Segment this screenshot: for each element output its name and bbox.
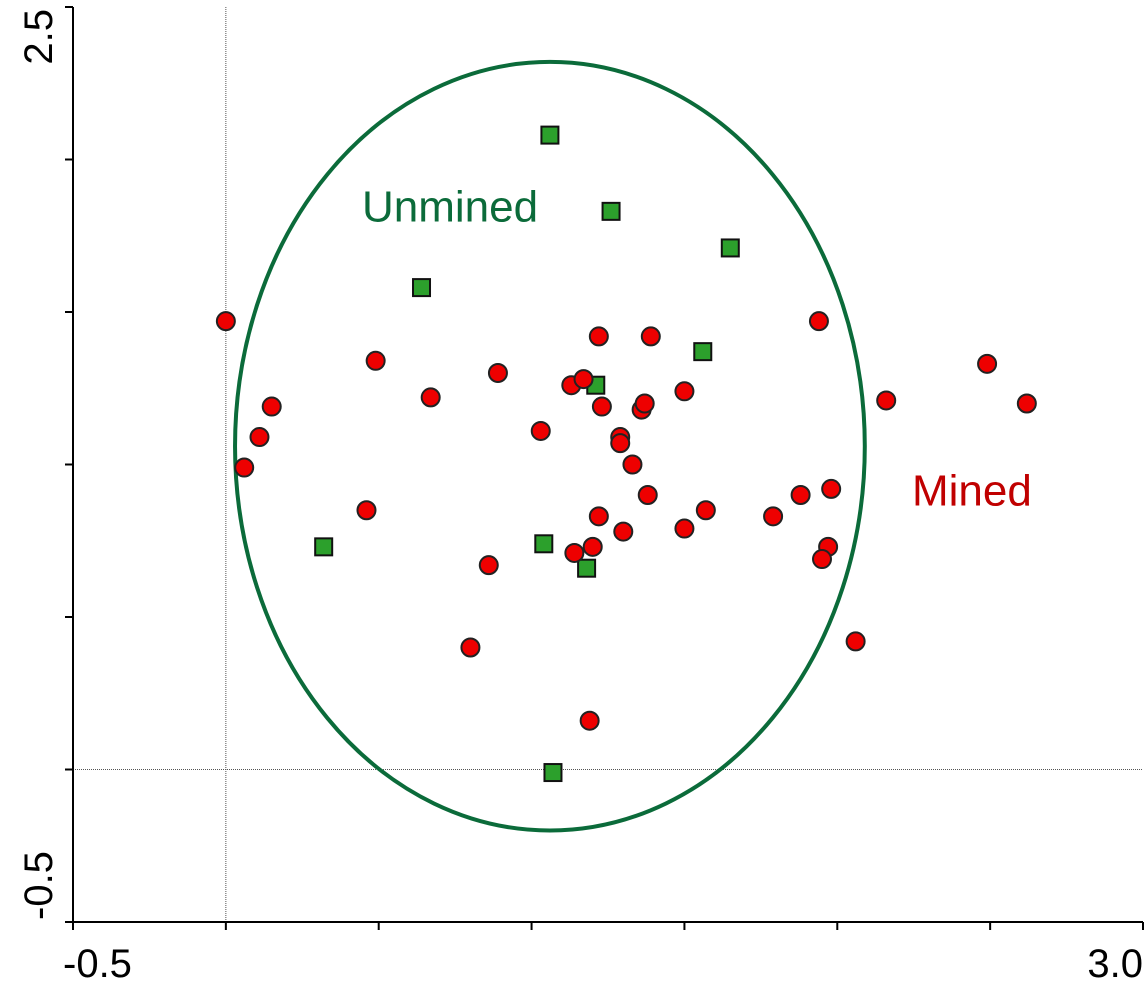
square-point [693,342,713,362]
circle-point [613,521,634,542]
circle-point [674,381,695,402]
circle-point [564,542,585,563]
circle-point [637,485,658,505]
y-tick-label: -0.5 [17,851,61,920]
circle-point [763,506,784,527]
circle-point [249,427,270,448]
circle-point [695,500,716,521]
square-point [540,125,560,145]
circle-point [812,549,832,570]
circle-point [622,454,643,475]
circle-point [790,485,811,505]
x-tick-label: 3.0 [1087,942,1143,985]
circle-point [591,396,612,417]
circle-point [610,433,631,454]
circle-point [460,637,481,658]
square-point [543,763,563,783]
circle-point [530,420,551,441]
circle-point [876,390,897,411]
circle-point [588,506,609,527]
ellipse [233,59,867,833]
circle-point [579,710,600,731]
group-label: Unmined [362,183,538,232]
circle-point [478,555,499,576]
square-point [314,537,334,557]
circle-point [573,369,594,390]
y-tick-label: 2.5 [17,9,61,65]
circle-point [356,500,377,521]
square-point [601,201,621,221]
square-point [577,558,597,578]
circle-point [977,353,998,374]
circle-point [215,311,236,332]
circle-point [845,631,866,652]
circle-point [420,387,441,408]
circle-point [640,326,661,347]
group-label: Mined [912,467,1032,516]
circle-point [261,396,282,417]
circle-point [821,478,842,499]
circle-point [487,363,508,383]
circle-point [674,518,695,539]
square-point [534,534,554,554]
circle-point [808,311,829,332]
square-point [412,278,432,298]
circle-point [582,536,603,557]
circle-point [234,457,255,478]
circle-point [1016,393,1037,414]
circle-point [634,393,655,414]
circle-point [365,350,386,371]
x-tick-label: -0.5 [63,942,132,985]
circle-point [588,326,609,347]
square-point [720,238,740,258]
